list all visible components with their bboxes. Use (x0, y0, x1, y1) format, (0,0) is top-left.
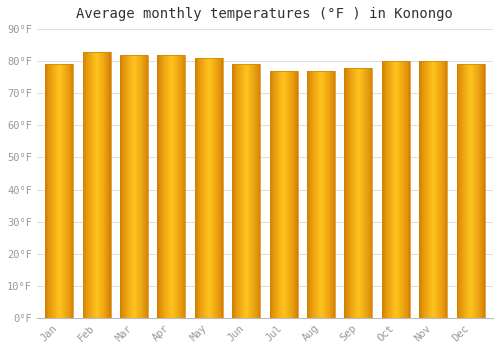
Bar (120, 55, 148, 318)
Bar (82, 51, 110, 318)
Bar (419, 61, 447, 318)
Bar (45, 64, 74, 318)
Bar (158, 55, 186, 318)
Bar (344, 68, 372, 318)
Bar (270, 71, 297, 318)
Bar (382, 61, 410, 318)
Bar (456, 64, 484, 318)
Bar (232, 64, 260, 318)
Bar (307, 71, 335, 318)
Title: Average monthly temperatures (°F ) in Konongo: Average monthly temperatures (°F ) in Ko… (76, 7, 454, 21)
Bar (195, 58, 223, 318)
